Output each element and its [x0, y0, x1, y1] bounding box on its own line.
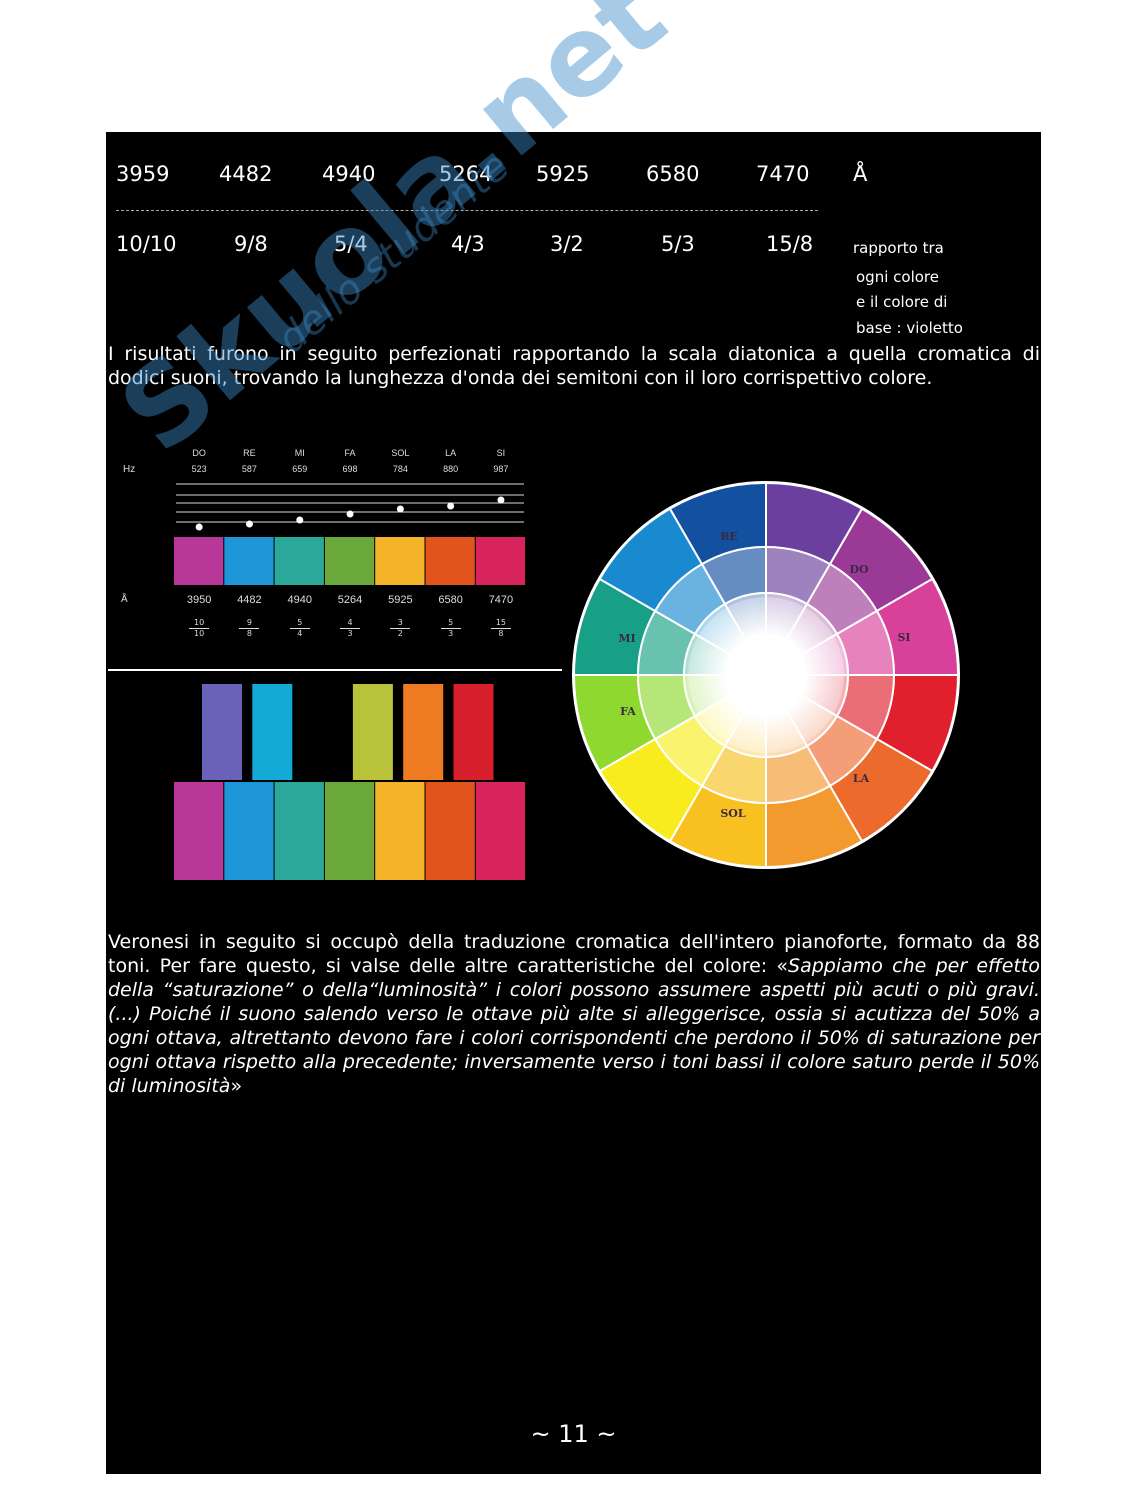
semitone-bar — [252, 684, 293, 780]
wheel-label: FA — [620, 705, 636, 718]
note-dot — [346, 510, 354, 518]
note-dot — [245, 520, 253, 528]
color-bar-bottom — [425, 782, 475, 880]
color-bar-bottom — [174, 782, 224, 880]
note-name: SI — [496, 448, 506, 458]
ratio-cell: 15/8 — [766, 232, 814, 256]
color-bar — [375, 537, 425, 585]
ratio-cell: 4/3 — [451, 232, 485, 256]
note-name: DO — [192, 448, 206, 458]
note-name: SOL — [391, 448, 410, 458]
note-name: LA — [445, 448, 457, 458]
color-wheel: RE DO SI LA SOL FA MI — [572, 481, 960, 869]
diatonic-scale-figure: Hz Å DO 523 3950 10 10 RE 587 4482 9 8 MI 659 4940 5 4… — [106, 442, 566, 892]
hz-label: Hz — [123, 464, 136, 475]
color-bar — [475, 537, 526, 585]
color-bar-bottom — [375, 782, 425, 880]
angstrom-value: 7470 — [488, 594, 514, 606]
paragraph-2-text: Veronesi in seguito si occupò della trad… — [108, 931, 1040, 977]
note-name: MI — [294, 448, 305, 458]
angstrom-value: 6580 — [438, 594, 463, 606]
note-dot — [497, 496, 505, 504]
wheel-center — [688, 597, 844, 753]
quote: Sappiamo che per effetto della “saturazi… — [108, 955, 1040, 1097]
ratio-cell: 3/2 — [550, 232, 584, 256]
color-bar-bottom — [324, 782, 375, 880]
ratio-cell: 5/3 — [661, 232, 695, 256]
quote-close: » — [230, 1075, 243, 1097]
note-line: e il colore di — [856, 293, 948, 311]
angstrom-value: 3950 — [186, 594, 212, 606]
hz-value: 880 — [443, 464, 459, 474]
color-bar — [224, 537, 274, 585]
note-dot — [296, 516, 304, 524]
semitone-bar — [453, 684, 494, 780]
wavelength-cell: 5925 — [536, 162, 590, 186]
wheel-label: DO — [849, 563, 869, 576]
ratio-cell: 9/8 — [234, 232, 268, 256]
wheel-label: SI — [897, 631, 910, 644]
wavelength-cell: 4940 — [322, 162, 376, 186]
paragraph-1: I risultati furono in seguito perfeziona… — [108, 343, 1040, 389]
hz-value: 987 — [493, 464, 509, 474]
wavelength-cell: 7470 — [756, 162, 810, 186]
wavelength-cell: 5264 — [439, 162, 493, 186]
wheel-label: RE — [720, 530, 738, 543]
color-bar — [174, 537, 224, 585]
note-name: FA — [344, 448, 356, 458]
semitone-bar — [352, 684, 393, 780]
note-line: ogni colore — [856, 268, 939, 286]
hz-value: 523 — [191, 464, 207, 474]
wavelength-cell: 3959 — [116, 162, 170, 186]
color-bar — [324, 537, 375, 585]
angstrom-value: 4482 — [237, 594, 262, 606]
wavelength-cell: 6580 — [646, 162, 700, 186]
staff-and-bars — [108, 483, 562, 880]
color-bar — [425, 537, 475, 585]
angstrom-label: Å — [121, 594, 128, 605]
note-line: rapporto tra — [853, 239, 944, 257]
note-line: base : violetto — [856, 319, 963, 337]
page: 3959 4482 4940 5264 5925 6580 7470 Å 10/… — [106, 132, 1041, 1474]
angstrom-value: 5264 — [337, 594, 363, 606]
semitone-bar — [202, 684, 242, 780]
semitone-bar — [403, 684, 444, 780]
unit-label: Å — [853, 162, 868, 186]
hz-value: 587 — [241, 464, 257, 474]
note-name: RE — [243, 448, 256, 458]
ratio-fraction: 10 10 — [189, 618, 210, 639]
note-dot — [447, 502, 455, 510]
note-dot — [195, 523, 203, 531]
ratio-cell: 10/10 — [116, 232, 177, 256]
color-bar-bottom — [475, 782, 526, 880]
hz-value: 659 — [292, 464, 308, 474]
note-dot — [396, 505, 404, 513]
divider — [116, 210, 818, 211]
ratio-fraction: 15 8 — [490, 618, 511, 639]
angstrom-value: 5925 — [388, 594, 413, 606]
hz-value: 698 — [342, 464, 358, 474]
color-bar-bottom — [224, 782, 274, 880]
wheel-label: SOL — [720, 807, 746, 820]
paragraph-2: Veronesi in seguito si occupò della trad… — [108, 930, 1040, 1098]
page-number: ~ 11 ~ — [530, 1420, 617, 1448]
wheel-label: MI — [618, 632, 635, 645]
wheel-label: LA — [853, 772, 870, 785]
ratio-cell: 5/4 — [334, 232, 368, 256]
angstrom-value: 4940 — [287, 594, 312, 606]
color-bar-bottom — [274, 782, 324, 880]
hz-value: 784 — [392, 464, 408, 474]
wavelength-cell: 4482 — [219, 162, 273, 186]
color-bar — [274, 537, 324, 585]
